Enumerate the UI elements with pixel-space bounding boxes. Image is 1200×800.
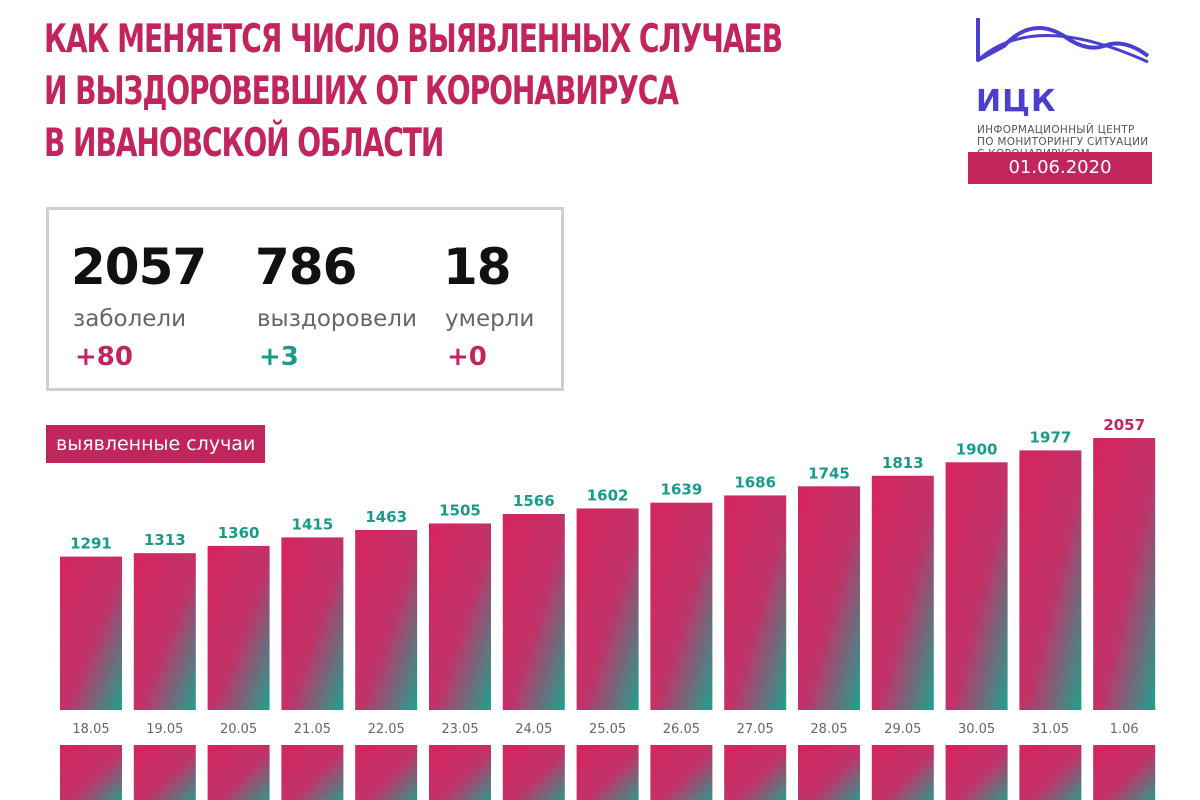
stat-delta: +80 [75, 342, 133, 372]
bar-value-label: 1686 [734, 473, 776, 491]
title-line-1: КАК МЕНЯЕТСЯ ЧИСЛО ВЫЯВЛЕННЫХ СЛУЧАЕВ [44, 17, 783, 62]
bar-value-label: 1291 [70, 535, 112, 553]
bar-value-label: 1505 [439, 501, 481, 519]
stat-label: умерли [445, 306, 535, 332]
bar [502, 514, 565, 710]
page-title: КАК МЕНЯЕТСЯ ЧИСЛО ВЫЯВЛЕННЫХ СЛУЧАЕВ И … [44, 14, 783, 170]
lower-bar [355, 745, 418, 800]
x-tick-label: 29.05 [884, 722, 921, 737]
logo-subtitle-line: ПО МОНИТОРИНГУ СИТУАЦИИ [977, 136, 1149, 148]
lower-bar [945, 745, 1008, 800]
bar [133, 553, 196, 710]
lower-bar [207, 745, 270, 800]
lower-bar [1019, 745, 1082, 800]
bar-value-label: 1639 [661, 481, 703, 499]
lower-bar [1093, 745, 1156, 800]
bar-value-label: 2057 [1103, 416, 1145, 434]
bar-value-label: 1977 [1030, 428, 1072, 446]
lower-bar [281, 745, 344, 800]
bar [945, 462, 1008, 710]
lower-bar [502, 745, 565, 800]
lower-bar [798, 745, 860, 800]
x-tick-label: 19.05 [146, 722, 183, 737]
bar-value-label: 1566 [513, 492, 555, 510]
bar [429, 523, 491, 710]
x-tick-label: 23.05 [441, 722, 478, 737]
series-label: выявленные случаи [46, 425, 266, 463]
logo: ИЦК ИНФОРМАЦИОННЫЙ ЦЕНТР ПО МОНИТОРИНГУ … [968, 16, 1158, 186]
title-line-3: В ИВАНОВСКОЙ ОБЛАСТИ [44, 121, 444, 166]
bar-value-label: 1415 [292, 515, 334, 533]
stat-value: 2057 [71, 238, 207, 296]
x-tick-label: 18.05 [72, 722, 109, 737]
bar-value-label: 1463 [365, 508, 407, 526]
lower-bar [429, 745, 491, 800]
x-tick-label: 1.06 [1110, 722, 1139, 737]
logo-abbr: ИЦК [976, 84, 1057, 119]
lower-bar [133, 745, 196, 800]
date-badge: 01.06.2020 [968, 152, 1152, 184]
x-tick-label: 27.05 [737, 722, 774, 737]
lower-bar [650, 745, 713, 800]
lower-bar [724, 745, 787, 800]
bar-value-label: 1745 [808, 464, 850, 482]
bar [207, 545, 270, 710]
bar [871, 475, 934, 710]
stats-box: 2057 заболели +80 786 выздоровели +3 18 … [46, 207, 564, 391]
bar-value-label: 1900 [956, 440, 998, 458]
x-tick-label: 26.05 [663, 722, 700, 737]
bar [1093, 438, 1156, 710]
logo-subtitle-line: ИНФОРМАЦИОННЫЙ ЦЕНТР [977, 124, 1135, 136]
bar [724, 495, 787, 710]
bar-value-label: 1813 [882, 454, 924, 472]
stat-value: 786 [255, 238, 357, 296]
x-tick-label: 21.05 [294, 722, 331, 737]
bar-value-label: 1602 [587, 486, 629, 504]
x-tick-label: 25.05 [589, 722, 626, 737]
bar [650, 502, 713, 710]
lower-bar [871, 745, 934, 800]
stat-label: заболели [73, 306, 187, 332]
bar [1019, 450, 1082, 710]
bar-value-label: 1360 [218, 524, 260, 542]
cases-bar-chart: 1291 18.05 1313 19.05 1360 20.05 1415 21.05 1463… [60, 416, 1156, 800]
x-tick-label: 30.05 [958, 722, 995, 737]
bar [576, 508, 639, 710]
x-tick-label: 31.05 [1032, 722, 1069, 737]
x-tick-label: 22.05 [368, 722, 405, 737]
x-tick-label: 28.05 [810, 722, 847, 737]
lower-bar [60, 745, 122, 800]
bar [281, 537, 344, 710]
bar-value-label: 1313 [144, 531, 186, 549]
bar [355, 529, 418, 710]
lower-bar [576, 745, 639, 800]
bar [798, 486, 860, 710]
stat-label: выздоровели [257, 306, 417, 332]
x-tick-label: 20.05 [220, 722, 257, 737]
stat-delta: +3 [259, 342, 299, 372]
stat-delta: +0 [447, 342, 487, 372]
x-tick-label: 24.05 [515, 722, 552, 737]
title-line-2: И ВЫЗДОРОВЕВШИХ ОТ КОРОНАВИРУСА [44, 69, 679, 114]
stat-value: 18 [443, 238, 512, 296]
bar [60, 556, 122, 710]
logo-wave-icon [976, 18, 1150, 64]
